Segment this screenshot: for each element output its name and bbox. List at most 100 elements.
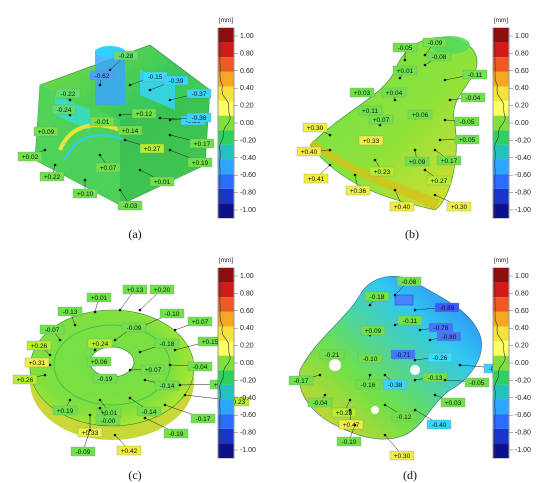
colorbar-swatch [218, 355, 234, 371]
deviation-value: +0.30 [451, 204, 468, 211]
deviation-value: -0.09 [76, 449, 91, 456]
colorbar-swatch [218, 341, 234, 356]
colorbar-tick: 0.00 [515, 120, 529, 127]
deviation-value: -0.39 [169, 78, 184, 85]
deviation-value: -0.04 [313, 400, 328, 407]
deviation-value: +0.01 [101, 410, 118, 417]
colorbar-swatch [218, 282, 234, 298]
deviation-label: -0.07 [39, 324, 65, 342]
deviation-value: -0.09 [127, 325, 142, 332]
deviation-label: -0.10 [357, 353, 383, 364]
deviation-label: +0.19 [168, 148, 213, 168]
deviation-label: +0.30 [302, 122, 332, 137]
colorbar-tick: 0.40 [515, 325, 529, 332]
colorbar-tick: -1.00 [515, 447, 531, 454]
deviation-label: -0.08 [423, 51, 452, 67]
colorbar-swatch [218, 311, 234, 327]
deviation-value: +0.40 [301, 149, 318, 156]
deviation-label: +0.47 [338, 408, 364, 430]
deviation-label: +0.17 [168, 133, 215, 149]
colorbar-tick: 0.20 [240, 343, 254, 350]
deviation-label: -0.62 [89, 70, 115, 87]
color-scale: [mm] 1.00 0.80 0.60 0.40 0.20 0.00 -0.20 -0.40 -0… [217, 17, 256, 219]
panel-a-drawing: -0.28 -0.62 -0.15 -0.39 -0.22 -0.37 -0.24 +0.12… [17, 17, 256, 219]
deviation-label: +0.03 [349, 87, 375, 98]
deviation-value: -0.13 [428, 375, 443, 382]
panel-d: -0.08 -0.18 -0.89 -0.11 -0.78 +0.09 -0.80 -0.21… [275, 240, 550, 482]
deviation-value: -0.07 [45, 327, 60, 334]
deviation-value: +0.09 [409, 159, 426, 166]
deviation-label: -0.19 [92, 373, 118, 384]
colorbar-tick: 0.80 [515, 50, 529, 57]
colorbar-tick: -0.40 [240, 395, 256, 402]
deviation-histogram [218, 267, 231, 459]
colorbar-tick: 0.40 [240, 325, 254, 332]
deviation-label: -0.05 [443, 116, 480, 127]
deviation-value: -0.14 [142, 409, 157, 416]
colorbar-swatch [218, 130, 234, 145]
colorbar-tick: 0.00 [240, 120, 254, 127]
colorbar-tick: -1.00 [515, 207, 531, 214]
deviation-label: -0.00 [95, 406, 121, 426]
deviation-label: +0.40 [389, 188, 415, 212]
colorbar-swatch [493, 115, 509, 131]
deviation-value: +0.27 [431, 178, 448, 185]
deviation-label: -0.19 [143, 416, 189, 439]
colorbar-swatch [218, 174, 234, 189]
colorbar-swatch [218, 71, 234, 87]
deviation-value: -0.05 [398, 45, 413, 52]
deviation-label: -0.21 [319, 349, 345, 360]
colorbar-swatch [493, 28, 509, 43]
deviation-label: -0.37 [168, 88, 212, 102]
deviation-label: +0.06 [86, 356, 112, 367]
deviation-value: -0.62 [95, 73, 110, 80]
colorbar-tick: -0.60 [515, 172, 531, 179]
colorbar-tick: 0.20 [515, 343, 529, 350]
deviation-label: +0.07 [368, 114, 394, 127]
colorbar-tick: 1.00 [515, 33, 529, 40]
deviation-value: -0.19 [98, 376, 113, 383]
colorbar-tick: -0.20 [240, 377, 256, 384]
deviation-label: -0.03 [117, 188, 143, 211]
deviation-value: +0.07 [145, 367, 162, 374]
deviation-value: +0.26 [31, 343, 48, 350]
colorbar-swatch [218, 144, 234, 160]
deviation-value: -0.08 [402, 279, 417, 286]
colorbar-swatch [493, 355, 509, 371]
colorbar-swatch [493, 414, 509, 429]
deviation-label: +0.40 [296, 146, 332, 157]
deviation-label: +0.14 [117, 125, 143, 136]
colorbar-tick: 0.60 [240, 68, 254, 75]
deviation-value: +0.03 [445, 400, 462, 407]
deviation-label: +0.07 [128, 364, 166, 375]
colorbar-tick: -0.80 [515, 190, 531, 197]
colorbar-tick: 1.00 [240, 33, 254, 40]
deviation-value: -0.16 [361, 382, 376, 389]
deviation-value: +0.23 [374, 169, 391, 176]
deviation-label: +0.26 [12, 373, 47, 385]
deviation-value: -0.04 [466, 95, 481, 102]
deviation-value: -0.17 [196, 416, 211, 423]
deviation-label: -0.14 [128, 396, 162, 417]
deviation-label: +0.31 [24, 357, 52, 368]
deviation-label: +0.03 [433, 393, 466, 408]
colorbar-tick: -0.40 [515, 395, 531, 402]
colorbar-unit: [mm] [219, 257, 234, 264]
deviation-value: -0.03 [123, 203, 138, 210]
colorbar-tick: 0.00 [240, 360, 254, 367]
colorbar-swatch [218, 101, 234, 116]
colorbar-tick: -0.80 [515, 430, 531, 437]
colorbar-tick: -0.80 [240, 190, 256, 197]
deviation-value: -0.19 [169, 431, 184, 438]
colorbar-swatch [493, 311, 509, 327]
deviation-label: -0.71 [390, 349, 416, 360]
deviation-value: +0.02 [22, 154, 39, 161]
colorbar-swatch [493, 42, 509, 58]
deviation-value: +0.33 [363, 138, 380, 145]
deviation-label: -0.80 [428, 331, 462, 342]
deviation-value: -0.13 [63, 309, 78, 316]
deviation-value: +0.01 [91, 295, 108, 302]
colorbar-swatch [493, 399, 509, 415]
deviation-value: +0.33 [82, 430, 99, 437]
deviation-label: +0.07 [95, 153, 121, 173]
